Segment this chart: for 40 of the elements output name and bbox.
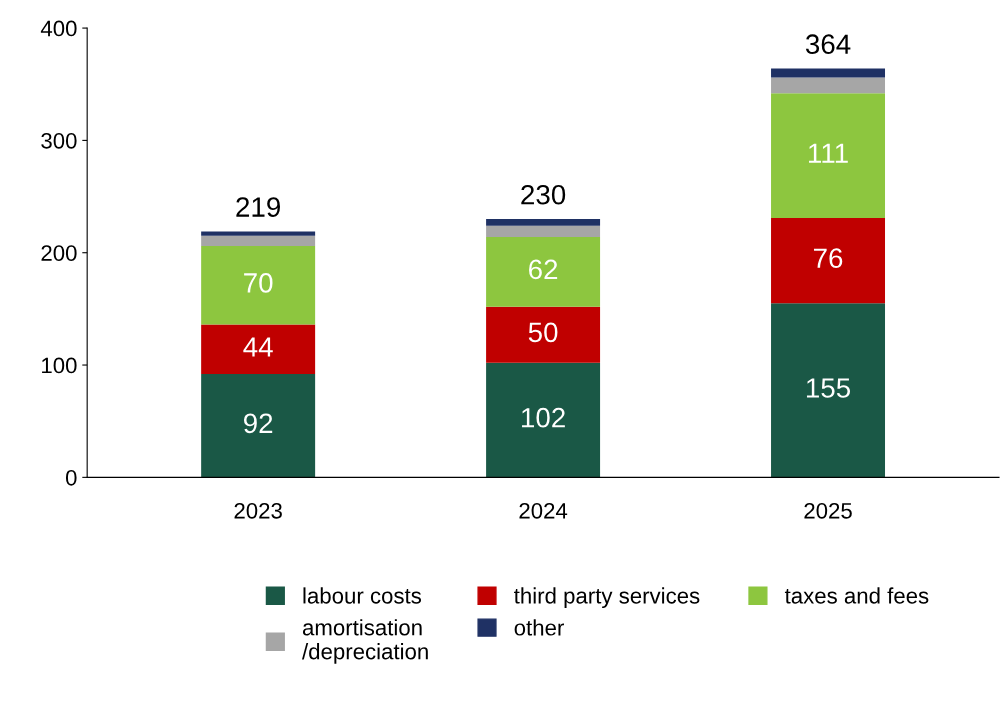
bar xyxy=(486,237,601,307)
legend-label: labour costs xyxy=(303,587,422,604)
legend-label: other xyxy=(514,619,564,636)
y-tick-label: 100 xyxy=(42,357,77,374)
bar xyxy=(486,225,601,237)
bar xyxy=(201,374,316,478)
data-label: 155 xyxy=(806,378,851,398)
data-label: 50 xyxy=(528,322,558,343)
bar xyxy=(201,235,316,246)
bar xyxy=(201,324,316,375)
bar xyxy=(486,219,601,226)
bar xyxy=(771,68,886,78)
legend-label: taxes and fees xyxy=(784,587,929,604)
total-label: 230 xyxy=(521,184,566,205)
x-tick-label: 2024 xyxy=(519,502,568,519)
bar xyxy=(201,245,316,325)
data-label: 92 xyxy=(244,413,273,434)
data-label: 102 xyxy=(522,407,565,428)
data-label: 70 xyxy=(244,273,273,293)
bar xyxy=(486,306,601,363)
x-tick-label: 2023 xyxy=(234,502,282,519)
bar xyxy=(771,217,886,304)
bar xyxy=(771,77,886,94)
data-label: 111 xyxy=(809,143,848,163)
bar xyxy=(771,303,886,478)
total-label: 219 xyxy=(236,197,280,217)
data-label: 44 xyxy=(243,337,273,357)
data-label: 62 xyxy=(529,259,558,280)
y-tick-label: 300 xyxy=(41,132,77,149)
bar xyxy=(771,93,886,218)
data-label: 76 xyxy=(814,248,843,269)
total-label: 364 xyxy=(805,34,851,55)
legend-label: third party services xyxy=(514,587,700,609)
x-tick-label: 2025 xyxy=(804,502,852,519)
y-tick-label: 0 xyxy=(65,469,77,486)
legend-label: amortisation /depreciation xyxy=(302,619,428,664)
bar xyxy=(486,362,601,478)
bar xyxy=(201,231,316,236)
y-tick-label: 400 xyxy=(40,20,77,37)
y-tick-label: 200 xyxy=(41,245,77,261)
